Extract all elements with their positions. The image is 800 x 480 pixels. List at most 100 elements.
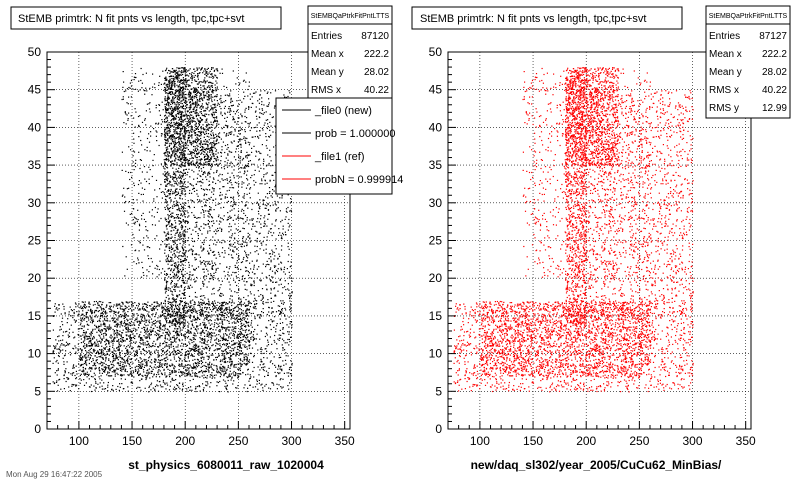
- scatter-point: [167, 207, 169, 209]
- scatter-point: [223, 305, 225, 307]
- scatter-point: [248, 254, 250, 256]
- scatter-point: [184, 373, 186, 375]
- scatter-point: [221, 368, 223, 370]
- scatter-point: [164, 208, 167, 210]
- scatter-point: [199, 120, 201, 122]
- scatter-point: [183, 358, 185, 360]
- scatter-point: [236, 260, 238, 262]
- scatter-point: [91, 319, 93, 321]
- scatter-point: [168, 197, 170, 199]
- scatter-point: [132, 362, 134, 364]
- scatter-point: [291, 243, 293, 245]
- scatter-point: [216, 314, 218, 316]
- scatter-point: [196, 366, 198, 368]
- scatter-point: [133, 341, 135, 343]
- scatter-point: [229, 367, 231, 369]
- scatter-point: [163, 302, 165, 304]
- scatter-point: [117, 317, 119, 319]
- scatter-point: [247, 257, 249, 259]
- scatter-point: [179, 188, 181, 190]
- scatter-point: [189, 98, 191, 100]
- scatter-point: [180, 312, 182, 314]
- scatter-point: [221, 370, 223, 372]
- scatter-point: [216, 318, 219, 320]
- scatter-point: [216, 349, 218, 351]
- scatter-point: [178, 137, 180, 139]
- scatter-point: [205, 210, 207, 212]
- scatter-point: [166, 283, 168, 285]
- scatter-point: [174, 149, 176, 151]
- scatter-point: [187, 162, 189, 164]
- scatter-point: [183, 164, 185, 166]
- scatter-point: [211, 113, 213, 115]
- scatter-point: [228, 345, 230, 348]
- scatter-point: [197, 217, 199, 219]
- scatter-point: [226, 334, 228, 336]
- scatter-point: [214, 74, 216, 76]
- scatter-point: [164, 168, 166, 170]
- scatter-point: [209, 374, 211, 376]
- scatter-point: [170, 225, 172, 227]
- scatter-point: [168, 88, 170, 90]
- scatter-point: [206, 153, 208, 155]
- scatter-point: [191, 339, 193, 341]
- scatter-point: [169, 320, 171, 322]
- scatter-point: [159, 342, 161, 344]
- scatter-point: [247, 122, 249, 125]
- scatter-point: [175, 150, 177, 152]
- scatter-point: [120, 344, 122, 346]
- scatter-point: [172, 125, 174, 127]
- scatter-point: [173, 347, 175, 350]
- scatter-point: [229, 359, 231, 361]
- scatter-point: [191, 157, 193, 159]
- scatter-point: [172, 320, 174, 322]
- scatter-point: [173, 358, 176, 360]
- scatter-point: [182, 148, 184, 150]
- scatter-point: [238, 350, 240, 352]
- scatter-point: [115, 303, 118, 305]
- scatter-point: [184, 110, 186, 112]
- scatter-point: [210, 168, 212, 170]
- scatter-point: [164, 88, 166, 90]
- scatter-point: [175, 122, 177, 124]
- scatter-point: [137, 327, 140, 329]
- scatter-point: [227, 147, 229, 149]
- scatter-point: [112, 342, 114, 344]
- scatter-point: [280, 249, 283, 251]
- scatter-point: [136, 365, 138, 367]
- scatter-point: [186, 360, 188, 362]
- scatter-point: [261, 97, 263, 99]
- scatter-point: [101, 338, 103, 340]
- scatter-point: [167, 132, 169, 134]
- scatter-point: [179, 159, 182, 161]
- scatter-point: [171, 341, 173, 343]
- scatter-point: [197, 76, 199, 78]
- scatter-point: [186, 186, 188, 189]
- scatter-point: [243, 356, 245, 358]
- scatter-point: [186, 141, 188, 143]
- scatter-point: [188, 244, 190, 246]
- scatter-point: [166, 196, 168, 198]
- scatter-point: [209, 149, 211, 151]
- scatter-point: [179, 307, 181, 309]
- scatter-point: [183, 313, 185, 316]
- scatter-point: [271, 193, 273, 195]
- scatter-point: [101, 303, 103, 305]
- scatter-point: [142, 340, 144, 342]
- scatter-point: [191, 153, 193, 155]
- scatter-point: [175, 76, 177, 78]
- scatter-point: [202, 150, 204, 152]
- scatter-point: [165, 234, 167, 236]
- scatter-point: [242, 196, 244, 198]
- scatter-point: [216, 138, 218, 140]
- scatter-point: [94, 315, 96, 317]
- scatter-point: [182, 141, 184, 143]
- scatter-point: [275, 238, 277, 240]
- scatter-point: [177, 125, 179, 127]
- scatter-point: [234, 202, 236, 204]
- scatter-point: [225, 312, 227, 314]
- scatter-point: [210, 94, 212, 96]
- scatter-point: [253, 264, 255, 266]
- scatter-point: [98, 369, 100, 371]
- scatter-point: [254, 92, 256, 94]
